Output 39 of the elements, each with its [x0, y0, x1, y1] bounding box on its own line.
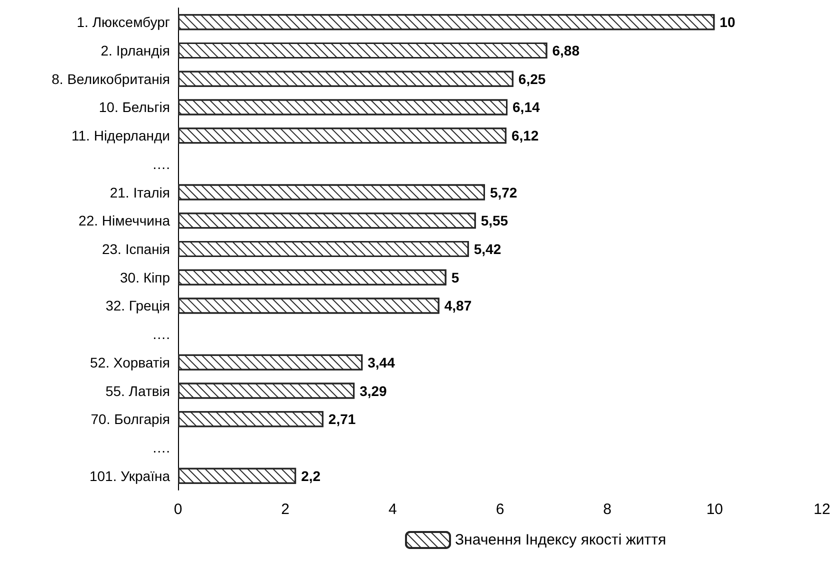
y-tick-label: 32. Греція [106, 298, 170, 314]
y-tick-label: 8. Великобританія [52, 70, 170, 87]
y-tick-label: 30. Кіпр [120, 269, 170, 286]
data-label: 3,29 [360, 382, 388, 399]
data-label: 5,72 [490, 184, 518, 200]
y-tick-label: 22. Німеччина [78, 212, 170, 229]
data-label: 10 [720, 14, 736, 30]
data-label: 3,44 [368, 354, 396, 370]
data-label: 6,88 [552, 42, 580, 59]
x-tick-label: 6 [496, 501, 504, 518]
x-tick-label: 10 [706, 501, 724, 518]
y-tick-label: 55. Латвія [105, 382, 170, 399]
data-label: 2,71 [328, 411, 356, 428]
y-tick-label: …. [152, 156, 170, 172]
x-tick-label: 8 [603, 501, 612, 518]
data-label: 4,87 [444, 298, 472, 314]
y-tick-label: 101. Україна [89, 468, 170, 484]
y-tick-label: 52. Хорватія [90, 354, 170, 370]
y-tick-label: 11. Нідерланди [72, 128, 170, 144]
y-tick-label: …. [152, 326, 170, 342]
data-label: 6,14 [512, 99, 540, 116]
data-label: 5,55 [480, 212, 508, 229]
y-tick-label: 10. Бельгія [98, 99, 170, 116]
data-label: 6,12 [511, 128, 539, 144]
data-label: 2,2 [301, 468, 321, 484]
y-tick-label: …. [152, 439, 170, 456]
y-tick-label: 2. Ірландія [100, 42, 170, 59]
data-label: 6,25 [518, 70, 546, 87]
y-tick-label: 21. Італія [110, 184, 170, 200]
x-tick-label: 12 [814, 501, 830, 518]
y-tick-label: 70. Болгарія [90, 411, 170, 428]
x-tick-label: 0 [174, 501, 182, 518]
legend-label: Значення Індексу якості життя [455, 532, 666, 548]
y-tick-label: 23. Іспанія [102, 241, 170, 257]
x-tick-label: 2 [281, 501, 290, 518]
data-label: 5,42 [474, 241, 502, 257]
x-tick-label: 4 [388, 501, 397, 518]
y-tick-label: 1. Люксембург [76, 14, 170, 30]
data-label: 5 [451, 269, 460, 286]
